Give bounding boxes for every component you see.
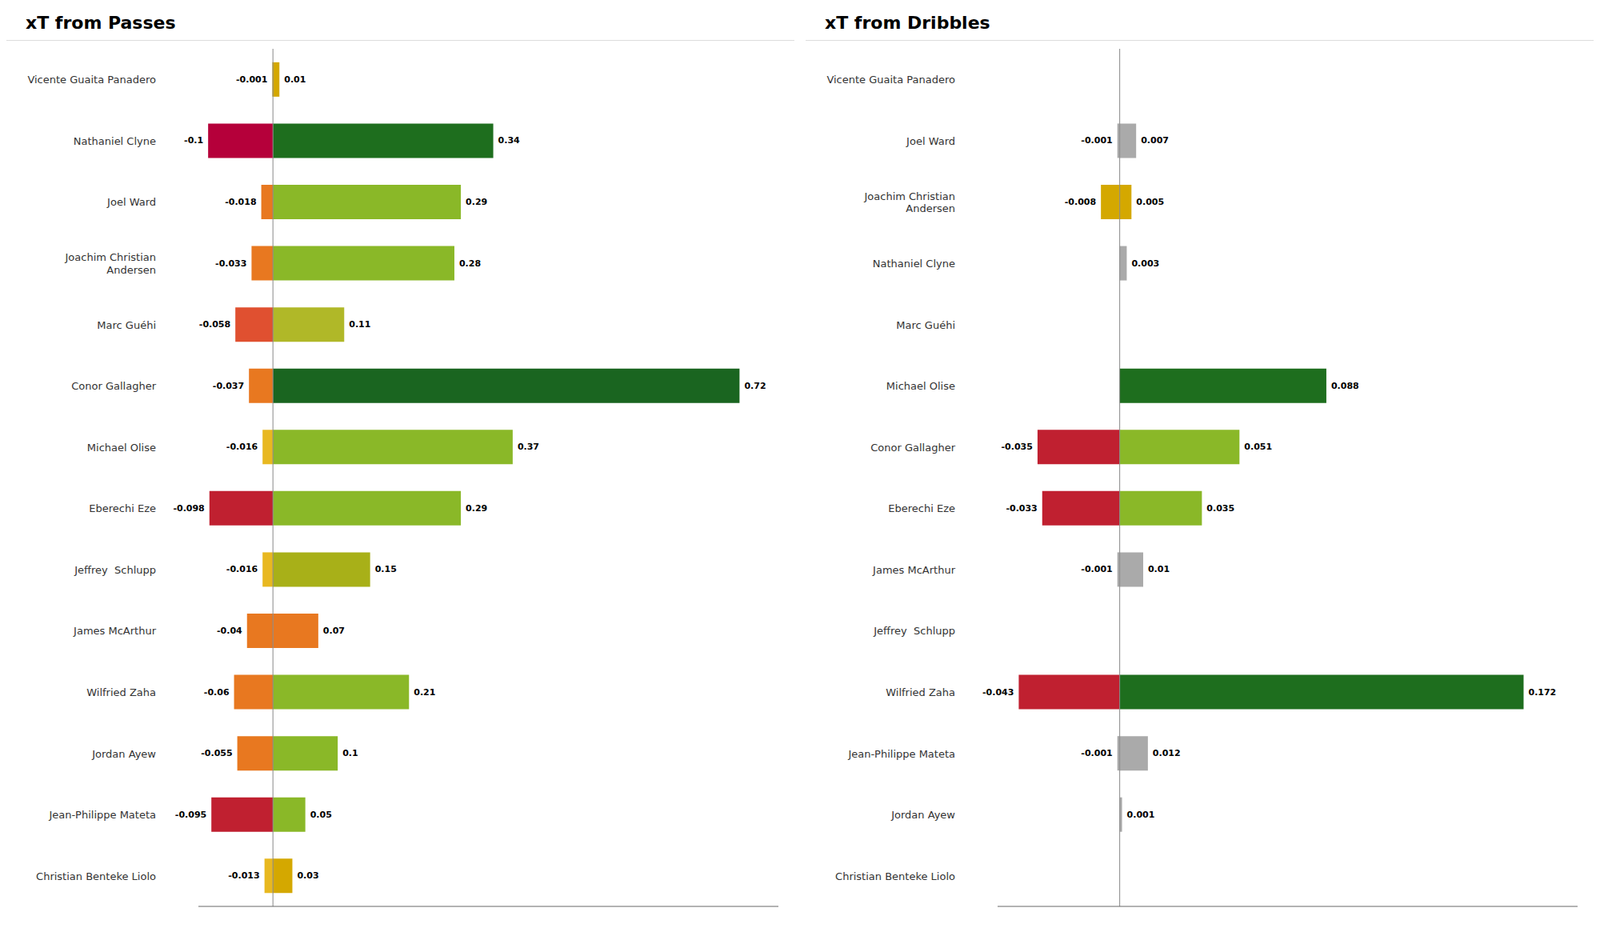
svg-text:-0.04: -0.04: [216, 625, 243, 636]
svg-text:Jean-Philippe Mateta: Jean-Philippe Mateta: [48, 808, 156, 821]
svg-text:0.72: 0.72: [744, 380, 766, 392]
svg-text:-0.033: -0.033: [215, 258, 247, 269]
svg-text:Eberechi Eze: Eberechi Eze: [88, 502, 156, 515]
svg-text:-0.095: -0.095: [175, 809, 207, 820]
svg-text:Jeffrey Schlupp: Jeffrey Schlupp: [872, 624, 956, 637]
svg-text:James McArthur: James McArthur: [72, 624, 157, 637]
svg-text:0.051: 0.051: [1244, 441, 1272, 452]
svg-text:0.11: 0.11: [348, 319, 371, 330]
svg-text:-0.043: -0.043: [982, 687, 1014, 698]
svg-text:0.29: 0.29: [465, 503, 488, 514]
html-text:xT from Dribbles: xT from Dribbles: [824, 12, 991, 33]
svg-text:0.21: 0.21: [413, 687, 436, 698]
svg-text:0.088: 0.088: [1331, 380, 1360, 392]
svg-text:Marc Guéhi: Marc Guéhi: [96, 318, 156, 331]
svg-text:-0.001: -0.001: [1080, 748, 1112, 759]
svg-text:Christian Benteke Liolo: Christian Benteke Liolo: [36, 869, 156, 882]
svg-text:0.007: 0.007: [1140, 135, 1169, 146]
html-text:xT from Passes: xT from Passes: [25, 12, 176, 33]
svg-text:Nathaniel Clyne: Nathaniel Clyne: [872, 257, 956, 270]
svg-text:0.035: 0.035: [1206, 503, 1235, 514]
svg-text:Vicente Guaita Panadero: Vicente Guaita Panadero: [826, 73, 956, 86]
svg-text:0.012: 0.012: [1152, 748, 1181, 759]
svg-text:-0.001: -0.001: [1080, 135, 1112, 146]
svg-text:Jean-Philippe Mateta: Jean-Philippe Mateta: [847, 747, 956, 760]
svg-text:-0.098: -0.098: [172, 503, 204, 514]
svg-text:0.05: 0.05: [310, 809, 332, 820]
svg-text:0.001: 0.001: [1127, 809, 1156, 820]
svg-text:0.003: 0.003: [1131, 258, 1160, 269]
svg-text:0.15: 0.15: [375, 564, 397, 575]
svg-text:0.172: 0.172: [1528, 687, 1556, 698]
svg-text:-0.001: -0.001: [236, 74, 268, 85]
svg-text:-0.1: -0.1: [184, 135, 204, 146]
svg-text:Eberechi Eze: Eberechi Eze: [888, 502, 956, 515]
svg-text:0.01: 0.01: [284, 74, 306, 85]
svg-text:-0.035: -0.035: [1001, 441, 1033, 452]
svg-text:0.005: 0.005: [1136, 196, 1164, 208]
svg-text:Jordan Ayew: Jordan Ayew: [91, 747, 156, 760]
svg-text:-0.016: -0.016: [226, 564, 259, 575]
svg-text:Christian Benteke Liolo: Christian Benteke Liolo: [835, 869, 956, 882]
svg-text:Wilfried Zaha: Wilfried Zaha: [885, 686, 956, 699]
svg-text:Michael Olise: Michael Olise: [87, 440, 156, 453]
svg-text:Joel Ward: Joel Ward: [905, 134, 956, 147]
svg-text:Joel Ward: Joel Ward: [106, 196, 156, 208]
svg-text:0.29: 0.29: [465, 196, 488, 208]
svg-text:-0.033: -0.033: [1005, 503, 1037, 514]
svg-text:0.1: 0.1: [342, 748, 359, 759]
svg-text:Joachim ChristianAndersen: Joachim ChristianAndersen: [64, 251, 156, 276]
svg-text:Michael Olise: Michael Olise: [886, 380, 956, 392]
svg-text:Conor Gallagher: Conor Gallagher: [870, 440, 956, 453]
svg-text:Wilfried Zaha: Wilfried Zaha: [86, 686, 156, 699]
svg-text:0.01: 0.01: [1148, 564, 1170, 575]
svg-text:-0.013: -0.013: [228, 870, 260, 881]
svg-text:-0.018: -0.018: [224, 196, 256, 208]
svg-text:Conor Gallagher: Conor Gallagher: [71, 380, 156, 392]
svg-text:Nathaniel Clyne: Nathaniel Clyne: [73, 134, 156, 147]
svg-text:0.34: 0.34: [498, 135, 520, 146]
svg-text:-0.06: -0.06: [204, 687, 230, 698]
svg-text:-0.037: -0.037: [212, 380, 244, 392]
svg-text:-0.001: -0.001: [1080, 564, 1112, 575]
svg-text:-0.016: -0.016: [226, 441, 259, 452]
svg-text:-0.008: -0.008: [1064, 196, 1096, 208]
svg-text:0.07: 0.07: [323, 625, 345, 636]
svg-text:0.28: 0.28: [459, 258, 481, 269]
svg-text:-0.055: -0.055: [200, 748, 232, 759]
svg-text:Jeffrey Schlupp: Jeffrey Schlupp: [73, 563, 156, 576]
svg-text:Vicente Guaita Panadero: Vicente Guaita Panadero: [27, 73, 156, 86]
svg-text:0.03: 0.03: [296, 870, 319, 881]
svg-text:Marc Guéhi: Marc Guéhi: [896, 318, 956, 331]
svg-text:Jordan Ayew: Jordan Ayew: [890, 808, 956, 821]
svg-text:James McArthur: James McArthur: [872, 563, 956, 576]
svg-text:-0.058: -0.058: [199, 319, 231, 330]
svg-text:Joachim ChristianAndersen: Joachim ChristianAndersen: [863, 189, 956, 215]
svg-text:0.37: 0.37: [517, 441, 540, 452]
